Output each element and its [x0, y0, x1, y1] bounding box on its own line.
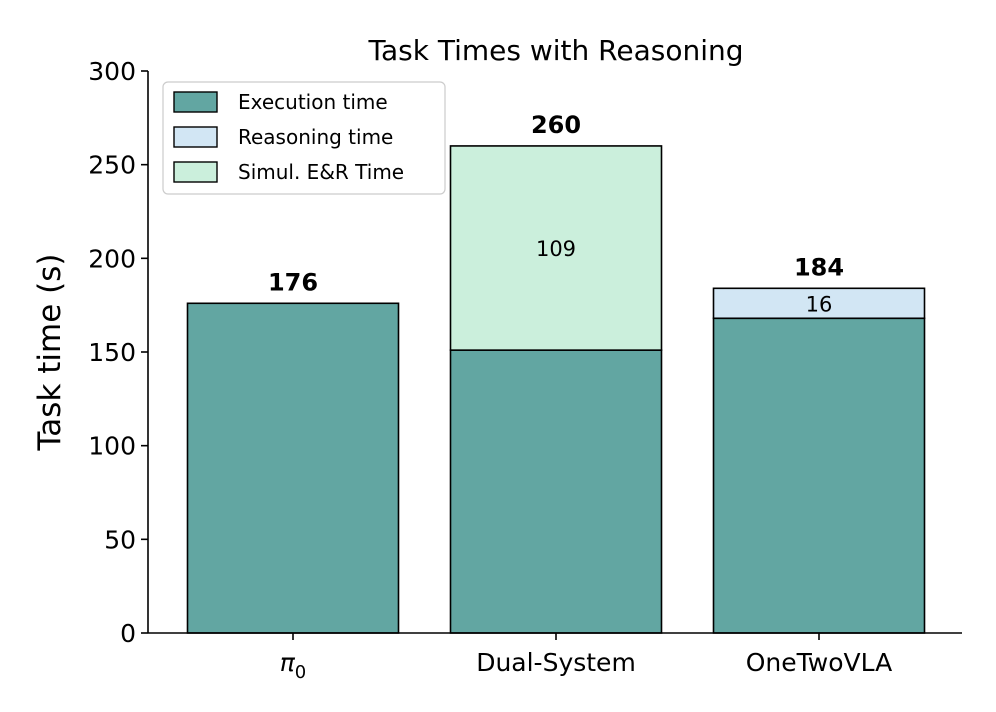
plot-area: 109 16 176 260 184 0 50 100 150 200 250 300 π0 Dual-S… [88, 57, 962, 683]
legend-swatch [173, 161, 218, 183]
legend-swatch [173, 126, 218, 148]
segment-value-label: 109 [536, 237, 576, 261]
y-tick-label: 100 [88, 432, 136, 461]
legend: Execution time Reasoning time Simul. E&R T… [162, 81, 446, 195]
y-tick-label: 200 [88, 244, 136, 273]
y-tick-label: 300 [88, 57, 136, 86]
x-tick-label: Dual-System [476, 648, 636, 677]
bar-total-label: 260 [531, 111, 581, 139]
bar-segment [712, 317, 926, 634]
x-tick-label: π0 [280, 648, 307, 683]
y-tick-label: 0 [120, 619, 136, 648]
x-tick-label: OneTwoVLA [746, 648, 892, 677]
bar-segment [449, 349, 663, 634]
legend-frame [162, 81, 446, 195]
legend-label: Simul. E&R Time [238, 160, 404, 184]
bar-total-label: 176 [268, 268, 318, 296]
legend-swatch [173, 91, 218, 113]
bar-segment [449, 145, 663, 351]
chart-title: Task Times with Reasoning [368, 34, 744, 67]
bar-total-label: 184 [794, 253, 844, 281]
y-tick-label: 50 [104, 525, 136, 554]
segment-value-label: 16 [806, 292, 833, 316]
y-axis-title: Task time (s) [32, 254, 68, 452]
bar-segment [186, 302, 400, 634]
bar-segment [712, 287, 926, 320]
y-tick-label: 150 [88, 338, 136, 367]
legend-label: Reasoning time [238, 125, 393, 149]
legend-label: Execution time [238, 90, 388, 114]
y-tick-label: 250 [88, 151, 136, 180]
